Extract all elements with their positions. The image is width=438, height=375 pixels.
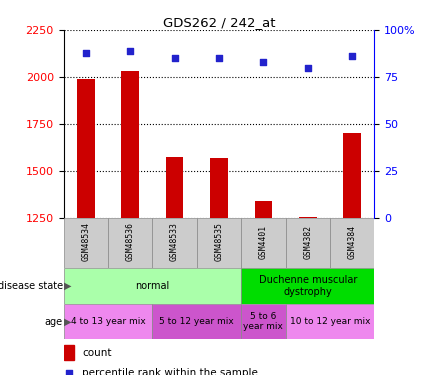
- Bar: [108, 217, 152, 268]
- Text: age: age: [45, 316, 63, 327]
- Bar: [77, 79, 95, 218]
- Bar: [330, 217, 374, 268]
- Point: [171, 55, 178, 61]
- Bar: [254, 201, 272, 217]
- Text: normal: normal: [135, 281, 170, 291]
- Point: [66, 370, 73, 375]
- Bar: [343, 133, 361, 218]
- Bar: [286, 217, 330, 268]
- Point: [127, 48, 134, 54]
- Bar: [241, 304, 286, 339]
- Text: ▶: ▶: [64, 281, 72, 291]
- Bar: [241, 268, 374, 304]
- Bar: [286, 304, 374, 339]
- Point: [82, 50, 89, 55]
- Text: GSM48534: GSM48534: [81, 222, 90, 261]
- Bar: [121, 71, 139, 217]
- Bar: [241, 217, 286, 268]
- Bar: [64, 304, 152, 339]
- Text: Duchenne muscular
dystrophy: Duchenne muscular dystrophy: [259, 275, 357, 297]
- Text: ▶: ▶: [64, 316, 72, 327]
- Text: 5 to 12 year mix: 5 to 12 year mix: [159, 317, 234, 326]
- Text: GSM48536: GSM48536: [126, 222, 134, 261]
- Bar: [64, 345, 74, 360]
- Point: [215, 55, 223, 61]
- Bar: [166, 157, 184, 218]
- Point: [349, 53, 356, 59]
- Bar: [64, 268, 241, 304]
- Text: GSM4401: GSM4401: [259, 225, 268, 259]
- Bar: [64, 217, 108, 268]
- Text: GSM48535: GSM48535: [215, 222, 223, 261]
- Text: 5 to 6
year mix: 5 to 6 year mix: [244, 312, 283, 331]
- Point: [304, 64, 311, 70]
- Point: [260, 59, 267, 65]
- Text: count: count: [82, 348, 112, 358]
- Bar: [197, 217, 241, 268]
- Text: percentile rank within the sample: percentile rank within the sample: [82, 368, 258, 375]
- Text: GSM4382: GSM4382: [304, 225, 312, 259]
- Bar: [152, 217, 197, 268]
- Bar: [152, 304, 241, 339]
- Text: 10 to 12 year mix: 10 to 12 year mix: [290, 317, 370, 326]
- Text: 4 to 13 year mix: 4 to 13 year mix: [71, 317, 145, 326]
- Text: disease state: disease state: [0, 281, 63, 291]
- Text: GSM4384: GSM4384: [348, 225, 357, 259]
- Title: GDS262 / 242_at: GDS262 / 242_at: [163, 16, 275, 29]
- Text: GSM48533: GSM48533: [170, 222, 179, 261]
- Bar: [210, 158, 228, 218]
